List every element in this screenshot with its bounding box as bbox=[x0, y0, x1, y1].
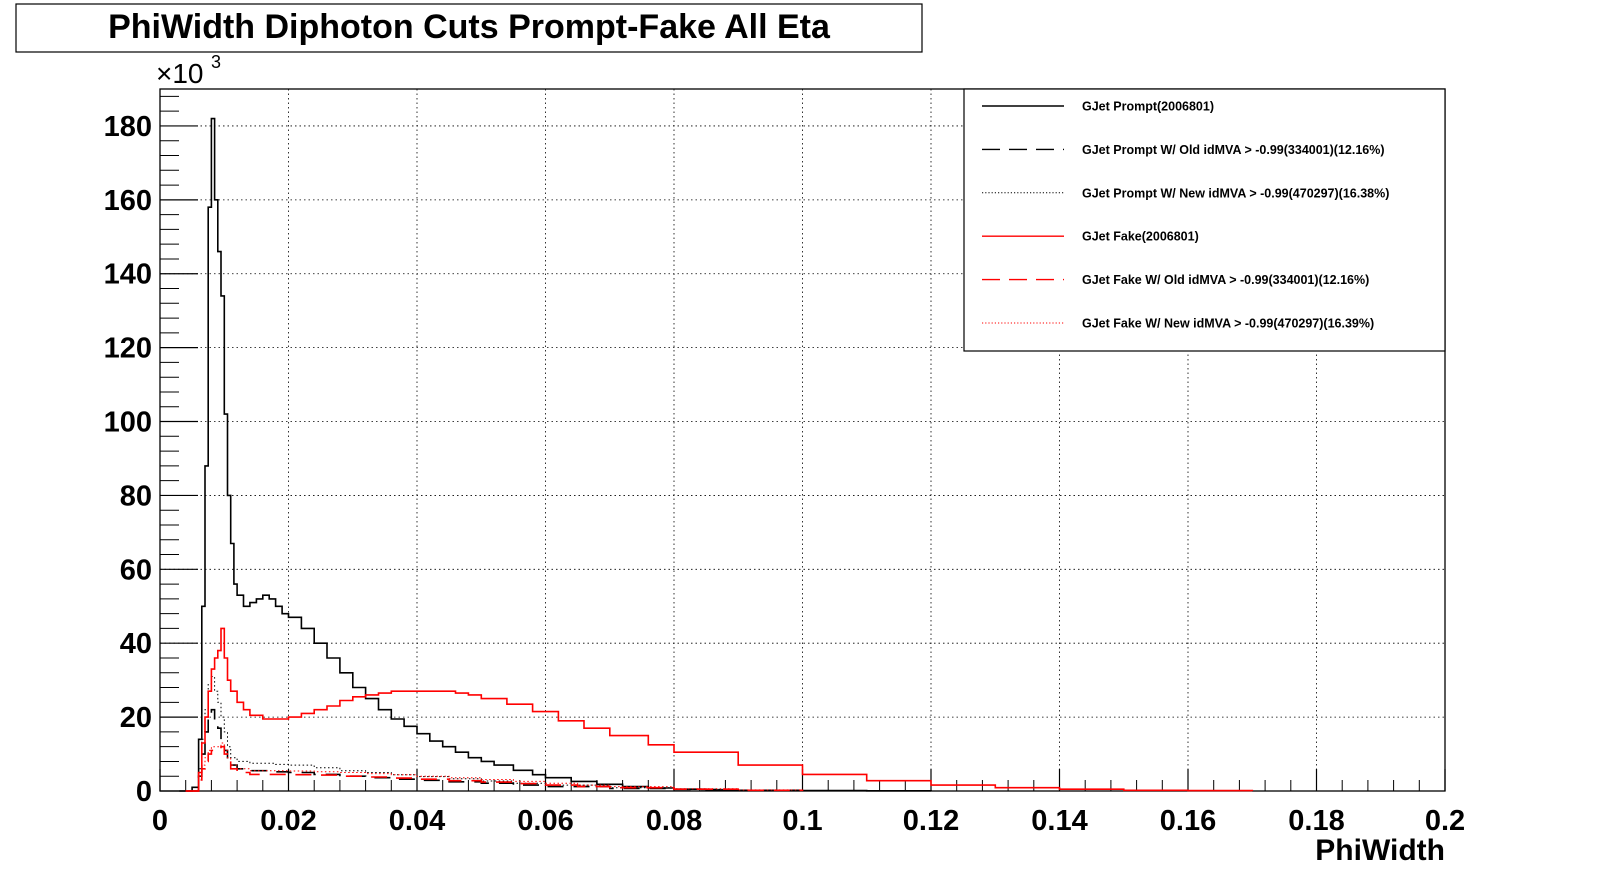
title-box: PhiWidth Diphoton Cuts Prompt-Fake All E… bbox=[15, 3, 923, 53]
x-tick-label: 0.08 bbox=[646, 805, 702, 837]
legend: GJet Prompt(2006801) GJet Prompt W/ Old i… bbox=[963, 88, 1446, 352]
x-tick-label: 0.04 bbox=[389, 805, 445, 837]
legend-label-4: GJet Fake(2006801) bbox=[1082, 230, 1199, 244]
x-tick-label: 0.18 bbox=[1288, 805, 1344, 837]
y-tick-label: 140 bbox=[104, 259, 152, 291]
legend-label-6: GJet Fake W/ New idMVA > -0.99(470297)(1… bbox=[1082, 317, 1374, 331]
legend-label-2: GJet Prompt W/ Old idMVA > -0.99(334001)… bbox=[1082, 143, 1385, 157]
x-tick-label: 0.2 bbox=[1425, 805, 1465, 837]
y-tick-label: 180 bbox=[104, 111, 152, 143]
series-line-2 bbox=[185, 708, 804, 792]
y-multiplier-label: ×10 bbox=[156, 58, 204, 89]
series-line-5 bbox=[185, 745, 804, 792]
y-tick-label: 100 bbox=[104, 407, 152, 439]
x-tick-label: 0.02 bbox=[260, 805, 316, 837]
y-tick-label: 40 bbox=[120, 628, 152, 660]
x-tick-label: 0.1 bbox=[782, 805, 822, 837]
legend-label-5: GJet Fake W/ Old idMVA > -0.99(334001)(1… bbox=[1082, 273, 1369, 287]
x-tick-label: 0.16 bbox=[1160, 805, 1216, 837]
chart-title: PhiWidth Diphoton Cuts Prompt-Fake All E… bbox=[108, 8, 831, 46]
x-axis-title: PhiWidth bbox=[1315, 834, 1445, 867]
y-multiplier: ×10 3 bbox=[156, 52, 221, 89]
y-tick-label: 160 bbox=[104, 185, 152, 217]
x-axis: 0 0.02 0.04 0.06 0.08 0.1 0.12 0.14 0.16 0.18 0.2 bbox=[152, 769, 1465, 837]
series-line-6 bbox=[185, 742, 803, 792]
y-tick-label: 20 bbox=[120, 702, 152, 734]
y-multiplier-exponent: 3 bbox=[211, 52, 221, 72]
x-tick-label: 0.12 bbox=[903, 805, 959, 837]
x-tick-label: 0.06 bbox=[517, 805, 573, 837]
y-tick-label: 60 bbox=[120, 554, 152, 586]
series bbox=[179, 117, 1254, 792]
legend-label-3: GJet Prompt W/ New idMVA > -0.99(470297)… bbox=[1082, 186, 1389, 200]
x-tick-label: 0 bbox=[152, 805, 168, 837]
x-tick-label: 0.14 bbox=[1031, 805, 1087, 837]
y-tick-label: 0 bbox=[136, 776, 152, 808]
y-tick-label: 80 bbox=[120, 480, 152, 512]
legend-label-1: GJet Prompt(2006801) bbox=[1082, 100, 1214, 114]
y-tick-label: 120 bbox=[104, 333, 152, 365]
series-line-1 bbox=[179, 117, 932, 792]
series-line-4 bbox=[185, 627, 1254, 792]
y-axis: 0 20 40 60 80 100 120 140 160 180 bbox=[104, 95, 198, 808]
legend-frame bbox=[963, 88, 1446, 352]
title-frame bbox=[15, 3, 923, 53]
